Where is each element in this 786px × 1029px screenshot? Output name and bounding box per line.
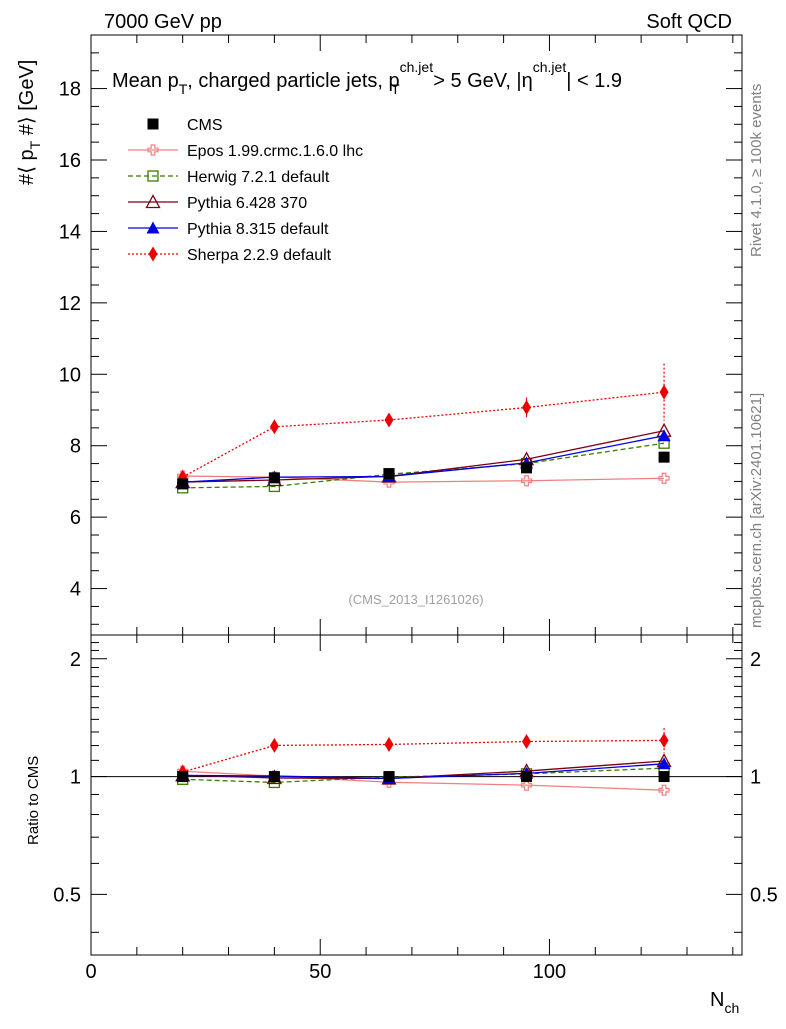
line-epos-main	[182, 475, 665, 483]
point-cms-main	[521, 462, 533, 474]
y-tick-label: 18	[59, 79, 81, 101]
legend-entry-epos: Epos 1.99.crmc.1.6.0 lhc	[128, 143, 363, 160]
ratio-tick-label: 1	[70, 767, 81, 789]
mcplots-credit-label: mcplots.cern.ch [arXiv:2401.10621]	[748, 393, 765, 628]
point-epos-main	[520, 475, 533, 487]
ratio-tick-label-right: 0.5	[750, 884, 778, 906]
legend-label: Sherpa 2.2.9 default	[187, 247, 332, 264]
ratio-axis-label: Ratio to CMS	[25, 756, 42, 845]
header-process-label: Soft QCD	[646, 11, 732, 33]
ratio-tick-label-right: 2	[750, 649, 761, 671]
ratio-tick-label: 0.5	[53, 884, 81, 906]
x-tick-label: 0	[85, 961, 96, 983]
x-tick-label: 50	[309, 961, 331, 983]
y-tick-label: 12	[59, 293, 81, 315]
point-cms-ratio	[658, 771, 670, 783]
legend-marker-swatch	[147, 144, 159, 156]
point-cms-ratio	[521, 771, 533, 783]
plot-title: Mean pT, charged particle jets, pch.jet T…	[112, 59, 622, 97]
series-sherpa-ratio	[178, 728, 669, 780]
point-sherpa-main	[269, 419, 279, 435]
line-pythia6-main	[182, 430, 665, 483]
legend-entry-herwig: Herwig 7.2.1 default	[128, 169, 330, 186]
point-epos-ratio	[520, 779, 533, 791]
line-epos-ratio	[182, 770, 665, 791]
analysis-id-label: (CMS_2013_I1261026)	[348, 592, 483, 607]
point-cms-main	[383, 468, 395, 480]
legend-marker-swatch	[148, 246, 158, 262]
y-tick-label: 6	[70, 507, 81, 529]
line-sherpa-ratio	[182, 739, 665, 773]
legend-entry-sherpa: Sherpa 2.2.9 default	[128, 246, 332, 264]
legend-label: Herwig 7.2.1 default	[187, 169, 330, 186]
series-herwig-main	[177, 437, 670, 494]
point-sherpa-ratio	[384, 736, 394, 752]
point-epos-ratio	[658, 784, 670, 796]
point-sherpa-main	[522, 400, 532, 415]
y-tick-label: 16	[59, 150, 81, 172]
ratio-series-layer	[175, 728, 672, 796]
point-sherpa-ratio	[659, 732, 669, 748]
y-axis-label: #⟨ pT #⟩ [GeV]	[16, 60, 43, 185]
point-cms-ratio	[383, 771, 395, 783]
point-sherpa-ratio	[269, 737, 279, 753]
legend-marker-swatch	[147, 118, 159, 130]
series-pythia8-ratio	[176, 757, 671, 784]
x-axis-label: Nch	[710, 989, 739, 1016]
y-tick-label: 4	[70, 579, 81, 601]
legend: CMS Epos 1.99.crmc.1.6.0 lhc Herwig 7.2.1 …	[128, 117, 363, 264]
legend-marker-swatch	[146, 221, 160, 234]
y-tick-label: 10	[59, 364, 81, 386]
point-cms-main	[658, 451, 670, 463]
series-pythia6-ratio	[175, 753, 672, 785]
point-sherpa-ratio	[522, 734, 532, 750]
series-cms-ratio	[177, 771, 670, 783]
legend-label: Pythia 8.315 default	[187, 221, 329, 238]
legend-marker-swatch	[147, 170, 159, 182]
point-epos-main	[658, 472, 670, 484]
legend-entry-pythia8: Pythia 8.315 default	[128, 221, 329, 238]
rivet-version-label: Rivet 4.1.0, ≥ 100k events	[748, 84, 765, 257]
legend-label: Epos 1.99.crmc.1.6.0 lhc	[187, 143, 363, 160]
point-sherpa-main	[384, 412, 394, 428]
series-sherpa-main	[178, 363, 669, 485]
point-sherpa-main	[659, 384, 669, 400]
legend-label: Pythia 6.428 370	[187, 195, 307, 212]
point-pythia8-main	[657, 429, 671, 442]
legend-marker-swatch	[145, 194, 161, 209]
ratio-tick-label: 2	[70, 649, 81, 671]
main-series-layer	[175, 363, 672, 494]
line-pythia8-main	[182, 435, 665, 483]
header-energy-label: 7000 GeV pp	[104, 11, 222, 33]
point-cms-ratio	[177, 771, 189, 783]
point-pythia8-ratio	[657, 757, 671, 770]
point-cms-main	[177, 478, 189, 490]
legend-entry-cms: CMS	[147, 117, 223, 134]
point-cms-main	[268, 472, 280, 484]
y-tick-label: 8	[70, 436, 81, 458]
point-cms-ratio	[268, 771, 280, 783]
legend-label: CMS	[187, 117, 223, 134]
line-sherpa-main	[182, 391, 665, 478]
series-cms-main	[177, 451, 670, 490]
ratio-tick-label-right: 1	[750, 767, 761, 789]
ratio-panel-frame	[90, 634, 743, 956]
legend-entry-pythia6: Pythia 6.428 370	[128, 194, 307, 212]
y-tick-label: 14	[59, 221, 81, 243]
axis-ticks	[90, 35, 742, 955]
x-tick-label: 100	[533, 961, 566, 983]
